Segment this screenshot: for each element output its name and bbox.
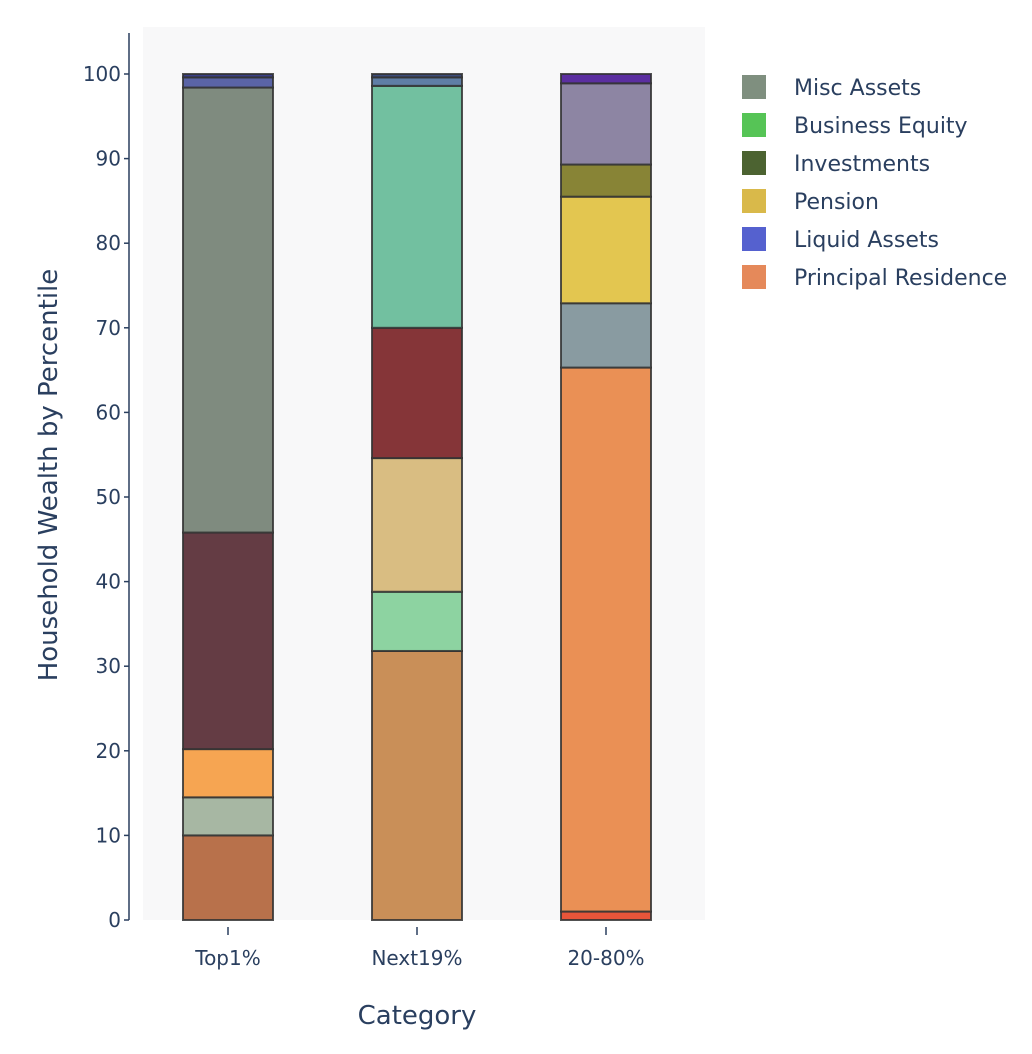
bar-segment[interactable] bbox=[371, 649, 463, 921]
bar-segment[interactable] bbox=[182, 748, 274, 799]
y-tick-label: 60 bbox=[96, 400, 121, 424]
legend-label: Principal Residence bbox=[794, 266, 1007, 291]
bar-segment[interactable] bbox=[182, 531, 274, 751]
bar-stack bbox=[560, 73, 652, 921]
bar-segment[interactable] bbox=[560, 195, 652, 305]
legend-swatch bbox=[742, 227, 766, 251]
y-tick-label: 30 bbox=[96, 654, 121, 678]
bar-stack bbox=[371, 73, 463, 921]
bar-segment[interactable] bbox=[182, 76, 274, 89]
bar-segment[interactable] bbox=[182, 834, 274, 922]
y-axis-title: Household Wealth by Percentile bbox=[34, 269, 64, 682]
x-tick-label: 20-80% bbox=[567, 946, 644, 970]
y-tick-label: 90 bbox=[96, 147, 121, 171]
legend-swatch bbox=[742, 75, 766, 99]
bar-segment[interactable] bbox=[182, 73, 274, 79]
y-tick-label: 50 bbox=[96, 485, 121, 509]
legend-item[interactable]: Business Equity bbox=[742, 113, 968, 139]
bar-segment[interactable] bbox=[560, 910, 652, 921]
bar-segment[interactable] bbox=[371, 590, 463, 652]
legend-label: Business Equity bbox=[794, 114, 968, 139]
bars-layer bbox=[182, 73, 652, 922]
legend-item[interactable]: Misc Assets bbox=[742, 75, 921, 101]
y-tick-label: 0 bbox=[108, 908, 121, 932]
legend-swatch bbox=[742, 189, 766, 213]
legend[interactable]: Misc Assets Business Equity Investments Pen… bbox=[742, 75, 1007, 291]
bar-segment[interactable] bbox=[560, 73, 652, 85]
bar-segment[interactable] bbox=[560, 82, 652, 166]
bar-segment[interactable] bbox=[371, 73, 463, 79]
bar-segment[interactable] bbox=[371, 457, 463, 593]
y-tick-label: 70 bbox=[96, 316, 121, 340]
legend-label: Pension bbox=[794, 190, 879, 215]
legend-label: Investments bbox=[794, 152, 930, 177]
legend-swatch bbox=[742, 151, 766, 175]
bar-segment[interactable] bbox=[560, 163, 652, 198]
bar-segment[interactable] bbox=[371, 76, 463, 87]
x-axis-title: Category bbox=[358, 1001, 477, 1031]
y-tick-label: 10 bbox=[96, 823, 121, 847]
y-ticks: 0 10 20 30 40 50 60 70 80 90 100 bbox=[83, 62, 129, 932]
bar-segment[interactable] bbox=[371, 326, 463, 460]
bar-segment[interactable] bbox=[182, 796, 274, 837]
legend-item[interactable]: Principal Residence bbox=[742, 265, 1007, 291]
bar-segment[interactable] bbox=[560, 366, 652, 913]
legend-item[interactable]: Pension bbox=[742, 189, 879, 215]
bar-segment[interactable] bbox=[560, 302, 652, 369]
y-tick-label: 80 bbox=[96, 231, 121, 255]
legend-label: Misc Assets bbox=[794, 76, 921, 101]
bar-stack bbox=[182, 73, 274, 922]
y-tick-label: 100 bbox=[83, 62, 121, 86]
legend-label: Liquid Assets bbox=[794, 228, 939, 253]
legend-swatch bbox=[742, 113, 766, 137]
legend-item[interactable]: Investments bbox=[742, 151, 930, 177]
legend-item[interactable]: Liquid Assets bbox=[742, 227, 939, 253]
bar-segment[interactable] bbox=[182, 86, 274, 534]
y-tick-label: 40 bbox=[96, 570, 121, 594]
x-tick-label: Next19% bbox=[371, 946, 462, 970]
legend-swatch bbox=[742, 265, 766, 289]
y-tick-label: 20 bbox=[96, 739, 121, 763]
x-ticks: Top1% Next19% 20-80% bbox=[194, 927, 645, 970]
bar-segment[interactable] bbox=[371, 84, 463, 329]
x-tick-label: Top1% bbox=[194, 946, 260, 970]
